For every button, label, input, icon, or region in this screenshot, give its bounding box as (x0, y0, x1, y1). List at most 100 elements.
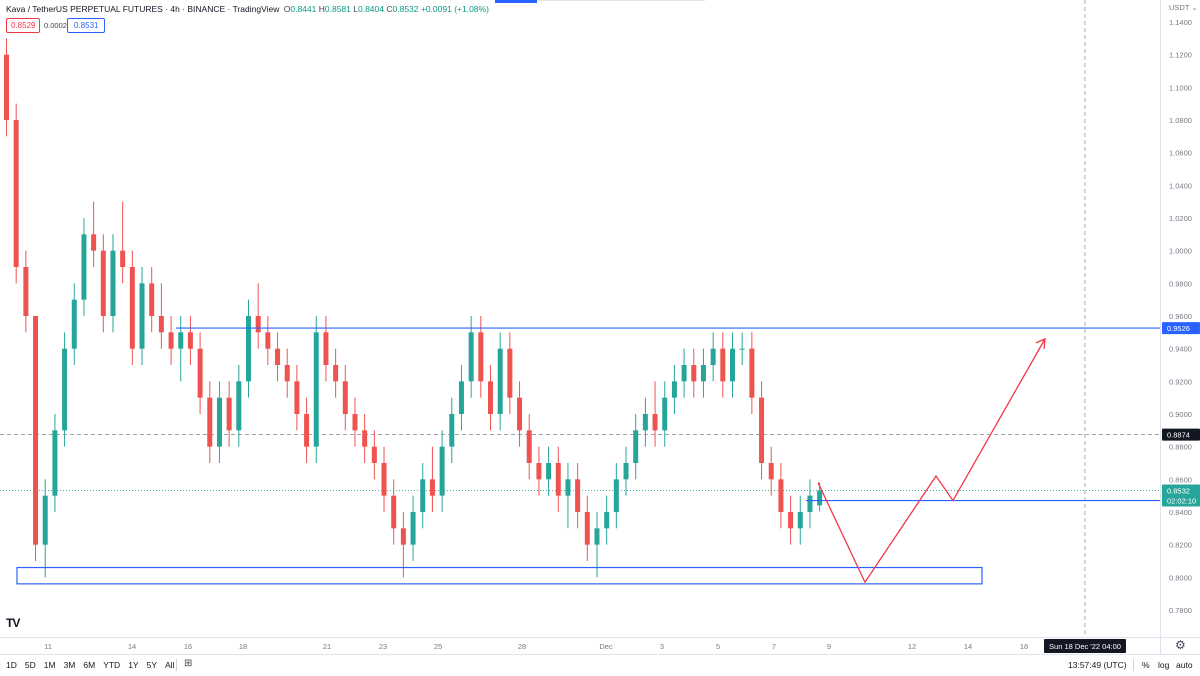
candle-body (584, 512, 590, 545)
range-button-all[interactable]: All (165, 660, 175, 670)
time-tick-label: 12 (908, 642, 916, 651)
candle-body (565, 479, 571, 496)
time-tick-label: 14 (128, 642, 136, 651)
chart-pane[interactable]: Kava / TetherUS PERPETUAL FUTURES · 4h ·… (0, 0, 1160, 637)
top-divider (537, 0, 705, 1)
time-tick-label: 9 (827, 642, 831, 651)
candle-body (187, 332, 193, 349)
range-button-5d[interactable]: 5D (24, 660, 36, 670)
candle-body (265, 332, 271, 349)
candle-body (536, 463, 542, 480)
candle-body (633, 430, 639, 463)
candle-body (817, 490, 823, 506)
symbol-legend: Kava / TetherUS PERPETUAL FUTURES · 4h ·… (6, 4, 489, 15)
candle-body (691, 365, 697, 382)
candle-body (333, 365, 339, 382)
candle-body (710, 348, 716, 365)
price-tick-label: 0.9400 (1169, 345, 1192, 354)
range-button-3m[interactable]: 3M (63, 660, 76, 670)
range-button-5y[interactable]: 5Y (146, 660, 157, 670)
range-button-ytd[interactable]: YTD (103, 660, 121, 670)
candle-body (255, 316, 261, 333)
candle-body (391, 495, 397, 529)
candle-body (497, 348, 503, 414)
candle-body (478, 332, 484, 382)
buy-button[interactable]: 0.8531 (67, 18, 106, 33)
candle-body (429, 479, 435, 496)
time-cursor-label: Sun 18 Dec '22 04:00 (1049, 642, 1121, 651)
price-tick-label: 0.9200 (1169, 377, 1192, 386)
price-tick-label: 1.0200 (1169, 214, 1192, 223)
price-tick-label: 1.1000 (1169, 83, 1192, 92)
axis-corner (1160, 637, 1200, 655)
candle-body (42, 495, 48, 545)
ohlc-values: O0.8441 H0.8581 L0.8404 C0.8532 +0.0091 … (283, 4, 489, 14)
candle-body (81, 234, 87, 300)
range-button-1m[interactable]: 1M (43, 660, 56, 670)
price-tick-label: 0.9800 (1169, 279, 1192, 288)
candle-body (642, 414, 648, 431)
last-price-label-bg (1162, 484, 1200, 507)
candle-body (730, 348, 735, 382)
sell-button[interactable]: 0.8529 (6, 18, 41, 33)
time-tick-label: 14 (964, 642, 972, 651)
candlestick-chart[interactable] (0, 0, 1160, 637)
candle-body (342, 381, 348, 414)
support-zone-rect (16, 566, 983, 585)
time-axis[interactable]: 11 14 16 18 21 23 25 28 Dec 3 5 7 9 12 14 16 Sun 18 Dec … (0, 637, 1160, 655)
candle-body (410, 512, 416, 545)
candle-body (488, 381, 493, 414)
candle-body (100, 250, 106, 316)
candle-body (526, 430, 532, 463)
candle-body (158, 316, 164, 333)
candle-body (129, 267, 135, 349)
candle-body (62, 348, 68, 431)
log-scale-toggle[interactable]: log (1158, 660, 1170, 670)
price-tick-label: 0.8800 (1169, 443, 1192, 452)
candle-body (739, 348, 745, 350)
settings-gear-icon[interactable]: ⚙ (1175, 638, 1186, 652)
resistance-price-label-bg (1162, 322, 1200, 335)
candle-body (362, 430, 368, 447)
candle-body (226, 397, 232, 431)
goto-date-calendar-icon[interactable]: ⊞ (184, 658, 193, 669)
candle-body (652, 414, 658, 431)
last-price-label: 0.8532 (1167, 486, 1190, 495)
candle-body (517, 397, 523, 431)
auto-scale-toggle[interactable]: auto (1176, 660, 1193, 670)
symbol-title[interactable]: Kava / TetherUS PERPETUAL FUTURES · 4h ·… (6, 4, 280, 14)
time-tick-label: 16 (184, 642, 192, 651)
price-axis[interactable]: USDT ⌄ 1.1400 1.1200 1.1000 1.0800 1.0600 1.04… (1160, 0, 1200, 637)
time-cursor-label-bg (1044, 639, 1126, 653)
candle-body (168, 332, 174, 349)
candle-body (507, 348, 513, 398)
price-tick-label: 0.9000 (1169, 410, 1192, 419)
tradingview-logo-icon[interactable]: TV (6, 616, 20, 630)
candle-body (323, 332, 329, 365)
candle-body (91, 234, 97, 251)
candle-body (662, 397, 668, 431)
price-tick-label: 1.1400 (1169, 18, 1192, 27)
price-tick-label: 1.0000 (1169, 247, 1192, 256)
candle-body (216, 397, 222, 447)
percent-scale-toggle[interactable]: % (1142, 660, 1150, 670)
candle-body (294, 381, 300, 414)
candle-body (381, 463, 387, 496)
range-button-6m[interactable]: 6M (83, 660, 96, 670)
price-tick-label: 0.8400 (1169, 508, 1192, 517)
candle-body (13, 120, 19, 267)
candle-body (33, 316, 39, 545)
candle-body (681, 365, 687, 382)
price-axis-currency: USDT ⌄ (1169, 3, 1198, 12)
utc-clock[interactable]: 13:57:49 (UTC) (1068, 660, 1127, 670)
date-range-buttons: 1D 5D 1M 3M 6M YTD 1Y 5Y All (6, 660, 174, 670)
candle-body (110, 250, 116, 316)
range-button-1d[interactable]: 1D (6, 660, 17, 670)
toolbar-divider (176, 659, 177, 671)
range-button-1y[interactable]: 1Y (128, 660, 139, 670)
time-tick-label: 11 (44, 642, 52, 651)
candle-body (594, 528, 600, 545)
candle-body (671, 381, 677, 398)
spread-value: 0.0002 (44, 21, 67, 30)
candle-body (458, 381, 464, 414)
